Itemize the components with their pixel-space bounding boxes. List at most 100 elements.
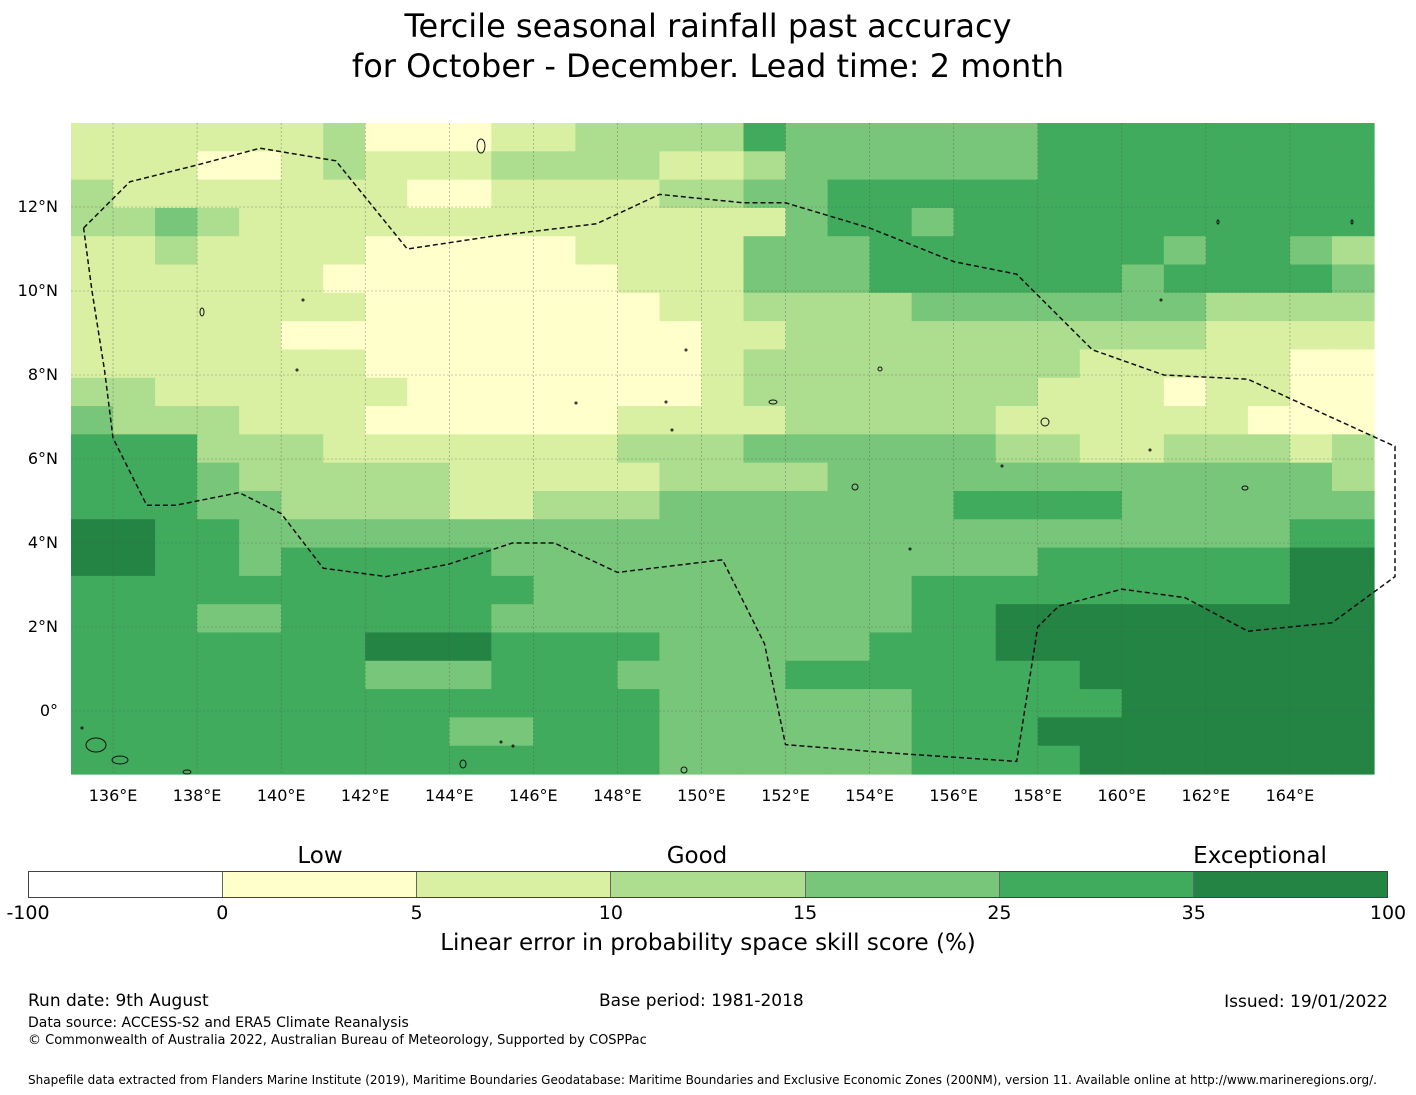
- grid-cell: [239, 123, 282, 152]
- grid-cell: [869, 349, 913, 379]
- grid-cell: [953, 321, 997, 351]
- grid-cell: [281, 490, 324, 520]
- grid-cell: [323, 490, 366, 520]
- grid-cell: [449, 349, 492, 379]
- grid-cell: [533, 207, 576, 237]
- grid-cell: [491, 490, 534, 520]
- grid-cell: [1163, 207, 1207, 237]
- grid-cell: [1205, 321, 1249, 351]
- grid-cell: [323, 292, 366, 322]
- grid-cell: [1205, 717, 1249, 747]
- eez-boundary: [82, 147, 1396, 763]
- grid-cell: [113, 349, 156, 379]
- grid-cell: [785, 349, 829, 379]
- grid-cell: [1205, 179, 1249, 209]
- grid-cell: [1205, 632, 1249, 662]
- grid-cell: [743, 123, 787, 152]
- grid-cell: [365, 575, 408, 605]
- grid-cell: [575, 462, 619, 492]
- grid-cell: [197, 689, 240, 718]
- grid-cell: [407, 689, 450, 718]
- grid-cell: [995, 547, 1039, 577]
- grid-cell: [869, 406, 913, 435]
- grid-cell: [365, 292, 408, 322]
- grid-cell: [323, 462, 366, 492]
- grid-cell: [1289, 207, 1333, 237]
- grid-cell: [323, 151, 366, 181]
- grid-cell: [659, 519, 703, 549]
- grid-cell: [617, 689, 661, 718]
- grid-cell: [995, 632, 1039, 662]
- grid-cell: [827, 632, 871, 662]
- grid-cell: [869, 151, 913, 181]
- map-title-line-2: for October - December. Lead time: 2 mon…: [351, 47, 1065, 85]
- grid-cell: [1205, 689, 1249, 718]
- grid-cell: [1037, 406, 1081, 435]
- grid-cell: [869, 519, 913, 549]
- grid-cell: [533, 236, 576, 266]
- grid-cell: [407, 207, 450, 237]
- grid-cell: [911, 434, 955, 464]
- grid-cell: [239, 349, 282, 379]
- grid-cell: [953, 490, 997, 520]
- longitude-label: 144°E: [424, 786, 474, 805]
- grid-cell: [575, 151, 619, 181]
- grid-cell: [1289, 236, 1333, 266]
- grid-cell: [827, 660, 871, 690]
- grid-cell: [1163, 689, 1207, 718]
- grid-cell: [785, 689, 829, 718]
- grid-cell: [491, 632, 534, 662]
- grid-cell: [1121, 490, 1165, 520]
- grid-cell: [743, 717, 787, 747]
- latitude-label: 6°N: [27, 449, 58, 468]
- grid-cell: [1331, 349, 1375, 379]
- grid-cell: [953, 689, 997, 718]
- grid-cell: [1331, 292, 1375, 322]
- latitude-label: 4°N: [27, 533, 58, 552]
- grid-cell: [911, 151, 955, 181]
- grid-cell: [155, 745, 198, 775]
- grid-cell: [1205, 490, 1249, 520]
- grid-cell: [113, 745, 156, 775]
- grid-cell: [113, 660, 156, 690]
- grid-cell: [995, 179, 1039, 209]
- grid-cell: [785, 292, 829, 322]
- grid-cell: [533, 604, 576, 634]
- grid-cell: [491, 151, 534, 181]
- grid-cell: [1247, 632, 1291, 662]
- grid-cell: [1247, 406, 1291, 435]
- grid-cell: [71, 292, 114, 322]
- island-outline: [1148, 448, 1152, 452]
- grid-cell: [1079, 689, 1123, 718]
- grid-cell: [1121, 547, 1165, 577]
- grid-cell: [1037, 123, 1081, 152]
- grid-cell: [743, 490, 787, 520]
- grid-cell: [1121, 123, 1165, 152]
- grid-cell: [659, 717, 703, 747]
- grid-cell: [953, 434, 997, 464]
- grid-cell: [1331, 660, 1375, 690]
- grid-cell: [197, 745, 240, 775]
- grid-cell: [323, 745, 366, 775]
- island-outline: [80, 726, 84, 730]
- grid-cell: [449, 745, 492, 775]
- grid-cell: [1331, 377, 1375, 407]
- grid-cell: [995, 321, 1039, 351]
- grid-cell: [1163, 179, 1207, 209]
- grid-cell: [953, 632, 997, 662]
- latitude-label: 0°: [39, 701, 58, 720]
- grid-cell: [71, 349, 114, 379]
- grid-cell: [1037, 151, 1081, 181]
- grid-cell: [365, 151, 408, 181]
- grid-cell: [407, 519, 450, 549]
- grid-cell: [365, 745, 408, 775]
- grid-cell: [71, 632, 114, 662]
- grid-cell: [701, 689, 745, 718]
- grid-cell: [1121, 519, 1165, 549]
- grid-cell: [701, 519, 745, 549]
- grid-cell: [1079, 462, 1123, 492]
- longitude-label: 148°E: [593, 786, 642, 805]
- grid-cell: [323, 717, 366, 747]
- grid-cell: [575, 349, 619, 379]
- grid-cell: [1163, 434, 1207, 464]
